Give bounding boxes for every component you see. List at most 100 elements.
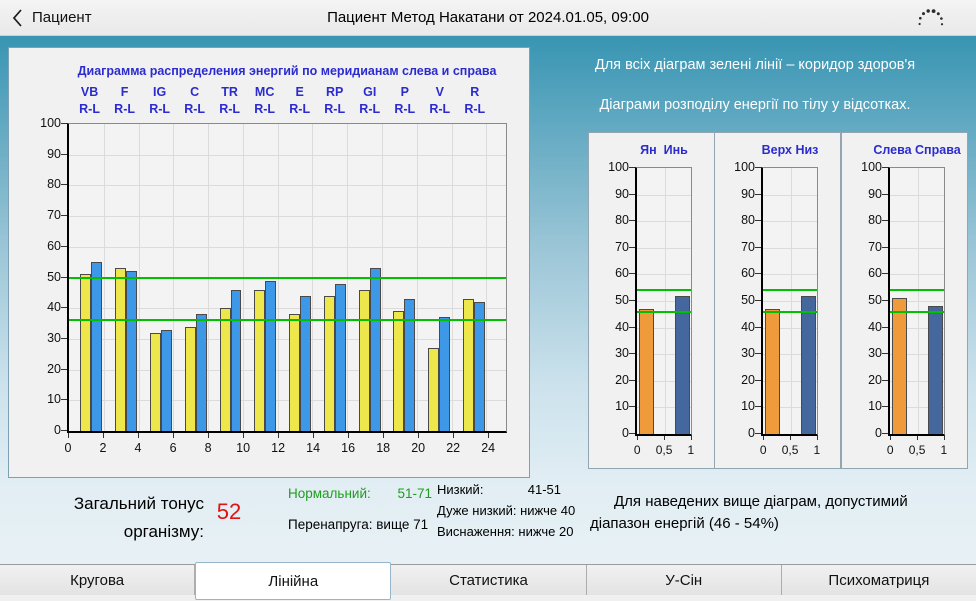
axis-tick bbox=[629, 300, 635, 301]
axis-tick bbox=[755, 300, 761, 301]
axis-tick-label: 90 bbox=[47, 146, 61, 161]
range-legend-right: Низкий: 41-51 Дуже низкий: нижче 40 Висн… bbox=[437, 482, 576, 545]
axis-tick bbox=[890, 436, 892, 440]
distribution-note: Діаграми розподілу енергії по тілу у від… bbox=[599, 97, 911, 113]
axis-tick-label: 90 bbox=[868, 186, 882, 201]
axis-tick bbox=[61, 245, 67, 247]
meridian-sublabel: R-L bbox=[324, 102, 346, 116]
back-button[interactable]: Пациент bbox=[12, 0, 92, 35]
axis-tick-label: 60 bbox=[615, 266, 629, 281]
allowed-range-note: Для наведених вище діаграм, допустимий д… bbox=[590, 493, 908, 532]
grid-line bbox=[763, 194, 817, 196]
health-corridor-line bbox=[637, 289, 691, 292]
main-chart-title: Диаграмма распределения энергий по мерид… bbox=[77, 64, 497, 78]
axis-tick bbox=[763, 436, 765, 440]
health-corridor-line bbox=[890, 289, 944, 292]
grid-line bbox=[637, 407, 691, 409]
meridian-chart-panel: Диаграмма распределения энергий по мерид… bbox=[8, 47, 530, 478]
axis-tick bbox=[61, 307, 67, 309]
grid-line bbox=[890, 194, 944, 196]
axis-tick-label: 10 bbox=[868, 399, 882, 414]
meridian-sublabel: R-L bbox=[149, 102, 171, 116]
meridian-label: P R-L bbox=[381, 84, 429, 118]
meridian-sublabel: R-L bbox=[219, 102, 241, 116]
grid-line bbox=[637, 354, 691, 356]
axis-tick-label: 16 bbox=[341, 441, 356, 455]
meridian-name: V bbox=[435, 85, 444, 99]
axis-tick bbox=[453, 433, 455, 438]
axis-tick bbox=[637, 436, 639, 440]
bar bbox=[639, 308, 654, 434]
meridian-sublabel: R-L bbox=[429, 102, 451, 116]
bar bbox=[765, 308, 780, 434]
range-low-value: 41-51 bbox=[527, 482, 561, 497]
axis-tick-label: 80 bbox=[47, 177, 61, 192]
axis-tick bbox=[61, 153, 67, 155]
tab-0[interactable]: Кругова bbox=[0, 565, 196, 595]
tab-2[interactable]: Статистика bbox=[391, 565, 587, 595]
bar bbox=[428, 348, 440, 431]
axis-tick-label: 90 bbox=[741, 186, 755, 201]
axis-tick-label: 0,5 bbox=[655, 443, 673, 457]
axis-tick-label: 0 bbox=[875, 426, 882, 440]
grid-line bbox=[637, 301, 691, 302]
tab-4[interactable]: Психоматриця bbox=[781, 565, 976, 595]
meridian-label: R R-L bbox=[451, 84, 499, 118]
axis-tick bbox=[755, 167, 761, 168]
axis-tick bbox=[629, 246, 635, 248]
grid-line bbox=[763, 354, 817, 356]
plot-area bbox=[761, 167, 818, 436]
health-corridor-line bbox=[69, 276, 506, 279]
main-area: Диаграмма распределения энергий по мерид… bbox=[0, 35, 976, 601]
meridian-name: GI bbox=[363, 85, 377, 99]
axis-tick bbox=[882, 300, 888, 301]
axis-tick bbox=[61, 184, 67, 186]
grid-line bbox=[763, 380, 817, 382]
meridian-sublabel: R-L bbox=[394, 102, 416, 116]
grid-line bbox=[763, 407, 817, 409]
axis-tick bbox=[629, 379, 635, 381]
bar bbox=[254, 289, 266, 431]
axis-tick bbox=[61, 430, 67, 431]
axis-tick bbox=[755, 353, 761, 355]
tab-1-active[interactable]: Лінійна bbox=[195, 562, 392, 600]
grid-line bbox=[890, 274, 944, 276]
axis-tick-label: 40 bbox=[615, 319, 629, 334]
bar bbox=[358, 289, 370, 431]
axis-tick bbox=[943, 436, 945, 440]
meridian-name: E bbox=[295, 85, 304, 99]
bar bbox=[289, 314, 301, 431]
axis-tick-label: 50 bbox=[47, 269, 61, 284]
axis-tick-label: 90 bbox=[615, 186, 629, 201]
axis-tick bbox=[629, 406, 635, 408]
meridian-name: MC bbox=[254, 85, 275, 99]
window-bottom-strip bbox=[0, 595, 976, 601]
axis-tick-label: 50 bbox=[615, 293, 629, 307]
meridian-name: RP bbox=[326, 85, 344, 99]
overall-tonus-value: 52 bbox=[216, 499, 242, 524]
range-very-low: Дуже низкий: нижче 40 bbox=[437, 503, 576, 518]
meridian-sublabel: R-L bbox=[289, 102, 311, 116]
meridian-label: C R-L bbox=[171, 84, 219, 118]
axis-tick-label: 12 bbox=[271, 441, 286, 455]
grid-line bbox=[917, 168, 919, 434]
overall-tonus-label-line1: Загальний тонус bbox=[73, 494, 204, 513]
axis-tick-label: 1 bbox=[687, 443, 695, 457]
grid-line bbox=[69, 185, 506, 187]
axis-tick bbox=[629, 433, 635, 434]
grid-line bbox=[763, 247, 817, 249]
axis-tick bbox=[61, 399, 67, 401]
range-overstrain: Перенапруга: вище 71 bbox=[288, 517, 429, 532]
axis-tick-label: 10 bbox=[741, 399, 755, 414]
tab-3[interactable]: У-Сін bbox=[586, 565, 782, 595]
axis-tick bbox=[882, 326, 888, 328]
grid-line bbox=[763, 221, 817, 223]
axis-tick-label: 0 bbox=[633, 443, 641, 457]
axis-tick bbox=[664, 436, 666, 440]
meridian-sublabel: R-L bbox=[184, 102, 206, 116]
axis-tick bbox=[68, 433, 69, 438]
meridian-name: C bbox=[190, 85, 200, 99]
bar bbox=[928, 306, 943, 434]
bar bbox=[393, 311, 405, 431]
axis-tick bbox=[103, 433, 105, 438]
